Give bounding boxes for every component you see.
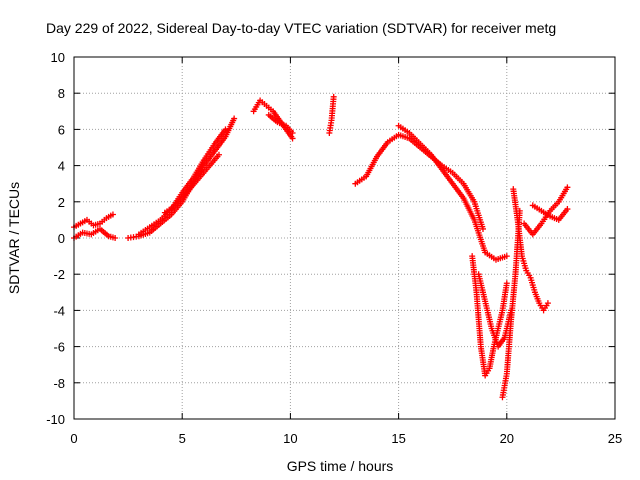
data-point [564, 206, 571, 213]
x-tick-label: 10 [283, 431, 297, 446]
y-tick-label: 4 [58, 159, 65, 174]
y-tick-label: -2 [53, 267, 65, 282]
data-points [71, 93, 571, 401]
y-tick-label: -8 [53, 376, 65, 391]
data-point [330, 93, 337, 100]
data-point [479, 225, 486, 232]
chart-title: Day 229 of 2022, Sidereal Day-to-day VTE… [46, 20, 556, 36]
data-point [564, 184, 571, 191]
data-point [231, 115, 238, 122]
data-point [109, 211, 116, 218]
y-tick-label: 10 [51, 50, 65, 65]
y-tick-label: 0 [58, 231, 65, 246]
data-point [215, 151, 222, 158]
data-point [503, 253, 510, 260]
data-point [544, 300, 551, 307]
y-tick-label: -10 [46, 412, 65, 427]
x-tick-label: 5 [179, 431, 186, 446]
x-tick-label: 15 [391, 431, 405, 446]
x-tick-label: 25 [608, 431, 622, 446]
data-point [289, 135, 296, 142]
plot-frame [73, 56, 616, 420]
grid [74, 57, 615, 419]
data-point [222, 126, 229, 133]
y-tick-label: 2 [58, 195, 65, 210]
data-point [289, 130, 296, 137]
y-tick-label: -4 [53, 303, 65, 318]
y-tick-label: 8 [58, 86, 65, 101]
axis-ticks: 0 5 10 15 20 25 -10 -8 -6 -4 -2 0 2 4 6 8 10 [46, 50, 622, 446]
x-tick-label: 0 [70, 431, 77, 446]
x-axis-label: GPS time / hours [287, 458, 394, 474]
data-point [503, 280, 510, 287]
y-axis-label: SDTVAR / TECUs [6, 182, 22, 294]
y-tick-label: 6 [58, 122, 65, 137]
x-tick-label: 20 [500, 431, 514, 446]
data-point [112, 235, 119, 241]
y-tick-label: -6 [53, 340, 65, 355]
